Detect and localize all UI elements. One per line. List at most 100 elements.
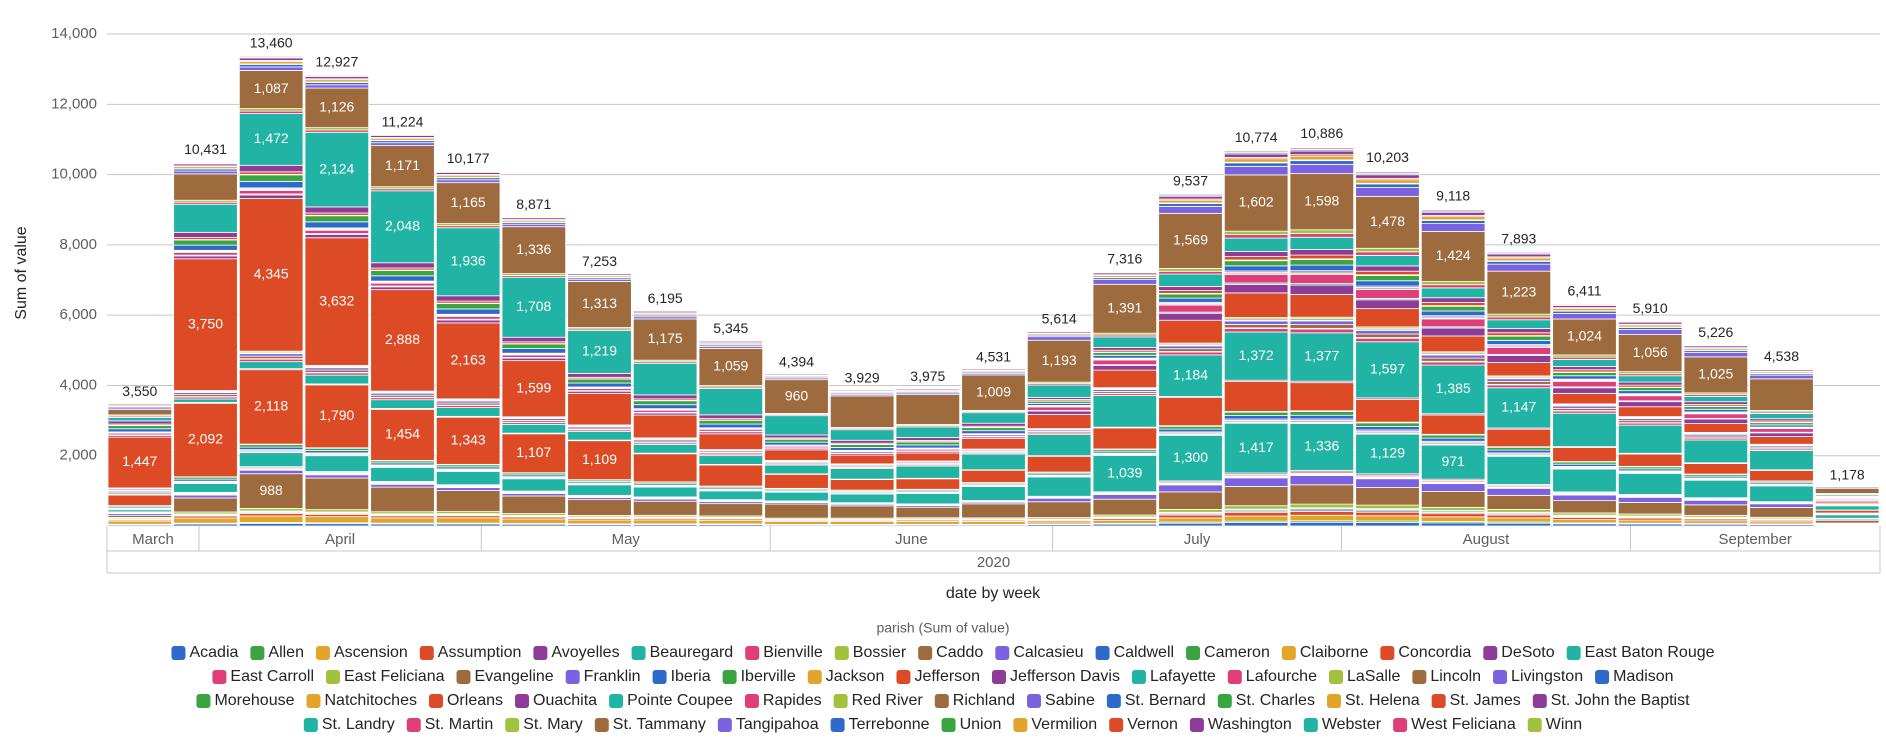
- legend-swatch[interactable]: [1566, 646, 1581, 660]
- legend-swatch[interactable]: [1131, 670, 1146, 684]
- legend-label[interactable]: Beauregard: [650, 644, 734, 661]
- legend-swatch[interactable]: [1095, 646, 1110, 660]
- legend-swatch[interactable]: [1109, 718, 1124, 732]
- legend-swatch[interactable]: [1527, 718, 1542, 732]
- legend-swatch[interactable]: [1326, 694, 1341, 708]
- legend-label[interactable]: LaSalle: [1347, 668, 1400, 685]
- legend-label[interactable]: Acadia: [189, 644, 238, 661]
- legend-label[interactable]: Terrebonne: [849, 716, 930, 733]
- legend-label[interactable]: East Baton Rouge: [1585, 644, 1715, 661]
- legend-label[interactable]: Lafayette: [1150, 668, 1216, 685]
- legend-label[interactable]: Allen: [268, 644, 304, 661]
- legend-swatch[interactable]: [631, 646, 646, 660]
- legend-swatch[interactable]: [1595, 670, 1610, 684]
- legend-label[interactable]: Union: [960, 716, 1002, 733]
- legend-swatch[interactable]: [565, 670, 580, 684]
- legend-label[interactable]: Franklin: [584, 668, 641, 685]
- legend-label[interactable]: Morehouse: [214, 692, 294, 709]
- legend-swatch[interactable]: [834, 646, 849, 660]
- legend-label[interactable]: Assumption: [438, 644, 522, 661]
- legend-swatch[interactable]: [1532, 694, 1547, 708]
- legend-label[interactable]: West Feliciana: [1411, 716, 1516, 733]
- legend-swatch[interactable]: [1493, 670, 1508, 684]
- legend-label[interactable]: Jackson: [826, 668, 885, 685]
- legend-label[interactable]: Washington: [1208, 716, 1292, 733]
- legend-swatch[interactable]: [594, 718, 609, 732]
- legend-swatch[interactable]: [1431, 694, 1446, 708]
- legend-swatch[interactable]: [456, 670, 471, 684]
- legend-swatch[interactable]: [1227, 670, 1242, 684]
- legend-swatch[interactable]: [306, 694, 321, 708]
- legend-label[interactable]: Bienville: [763, 644, 823, 661]
- legend-label[interactable]: Claiborne: [1300, 644, 1369, 661]
- legend-label[interactable]: St. Mary: [523, 716, 583, 733]
- legend-label[interactable]: Orleans: [447, 692, 503, 709]
- legend-swatch[interactable]: [830, 718, 845, 732]
- legend-label[interactable]: East Carroll: [230, 668, 314, 685]
- legend-swatch[interactable]: [250, 646, 265, 660]
- legend-label[interactable]: St. Charles: [1236, 692, 1315, 709]
- legend-swatch[interactable]: [1013, 718, 1028, 732]
- legend-label[interactable]: Madison: [1613, 668, 1673, 685]
- legend-swatch[interactable]: [1303, 718, 1318, 732]
- legend-swatch[interactable]: [315, 646, 330, 660]
- legend-label[interactable]: St. Landry: [322, 716, 395, 733]
- legend-label[interactable]: Caddo: [936, 644, 983, 661]
- legend-label[interactable]: St. John the Baptist: [1551, 692, 1690, 709]
- legend-label[interactable]: Red River: [852, 692, 924, 709]
- legend-swatch[interactable]: [934, 694, 949, 708]
- legend-label[interactable]: St. Martin: [425, 716, 493, 733]
- legend-swatch[interactable]: [995, 646, 1010, 660]
- legend-label[interactable]: Livingston: [1511, 668, 1583, 685]
- legend-label[interactable]: St. Tammany: [613, 716, 706, 733]
- legend-label[interactable]: St. Bernard: [1125, 692, 1206, 709]
- legend-label[interactable]: Pointe Coupee: [627, 692, 733, 709]
- legend-label[interactable]: St. James: [1450, 692, 1521, 709]
- legend-label[interactable]: Rapides: [763, 692, 822, 709]
- legend-swatch[interactable]: [505, 718, 520, 732]
- legend-label[interactable]: Winn: [1546, 716, 1582, 733]
- legend-swatch[interactable]: [171, 646, 186, 660]
- legend-label[interactable]: Caldwell: [1114, 644, 1174, 661]
- legend-swatch[interactable]: [419, 646, 434, 660]
- legend-swatch[interactable]: [652, 670, 667, 684]
- legend-swatch[interactable]: [406, 718, 421, 732]
- legend-swatch[interactable]: [1380, 646, 1395, 660]
- legend-label[interactable]: DeSoto: [1501, 644, 1554, 661]
- legend-label[interactable]: Lincoln: [1430, 668, 1481, 685]
- legend-swatch[interactable]: [1483, 646, 1498, 660]
- legend-label[interactable]: Jefferson: [914, 668, 980, 685]
- legend-swatch[interactable]: [326, 670, 340, 684]
- legend-label[interactable]: East Feliciana: [344, 668, 445, 685]
- legend-swatch[interactable]: [745, 646, 760, 660]
- legend-swatch[interactable]: [1412, 670, 1427, 684]
- legend-label[interactable]: Lafourche: [1246, 668, 1317, 685]
- legend-label[interactable]: Evangeline: [475, 668, 554, 685]
- legend-swatch[interactable]: [196, 694, 211, 708]
- legend-label[interactable]: Webster: [1322, 716, 1382, 733]
- legend-swatch[interactable]: [303, 718, 318, 732]
- legend-swatch[interactable]: [1189, 718, 1204, 732]
- legend-swatch[interactable]: [1328, 670, 1343, 684]
- legend-swatch[interactable]: [1217, 694, 1232, 708]
- legend-label[interactable]: Richland: [953, 692, 1015, 709]
- legend-swatch[interactable]: [833, 694, 848, 708]
- legend-label[interactable]: Jefferson Davis: [1010, 668, 1120, 685]
- legend-swatch[interactable]: [1027, 694, 1042, 708]
- legend-swatch[interactable]: [722, 670, 737, 684]
- legend-label[interactable]: Natchitoches: [324, 692, 417, 709]
- legend-label[interactable]: Ascension: [334, 644, 408, 661]
- legend-swatch[interactable]: [896, 670, 911, 684]
- legend-swatch[interactable]: [991, 670, 1006, 684]
- legend-swatch[interactable]: [1281, 646, 1296, 660]
- legend-label[interactable]: Avoyelles: [551, 644, 619, 661]
- legend-label[interactable]: Sabine: [1045, 692, 1095, 709]
- legend-swatch[interactable]: [212, 670, 227, 684]
- legend-swatch[interactable]: [717, 718, 732, 732]
- legend-label[interactable]: Calcasieu: [1013, 644, 1083, 661]
- legend-swatch[interactable]: [609, 694, 624, 708]
- legend-swatch[interactable]: [515, 694, 530, 708]
- legend-label[interactable]: Bossier: [853, 644, 907, 661]
- legend-label[interactable]: Ouachita: [533, 692, 597, 709]
- legend-label[interactable]: St. Helena: [1345, 692, 1420, 709]
